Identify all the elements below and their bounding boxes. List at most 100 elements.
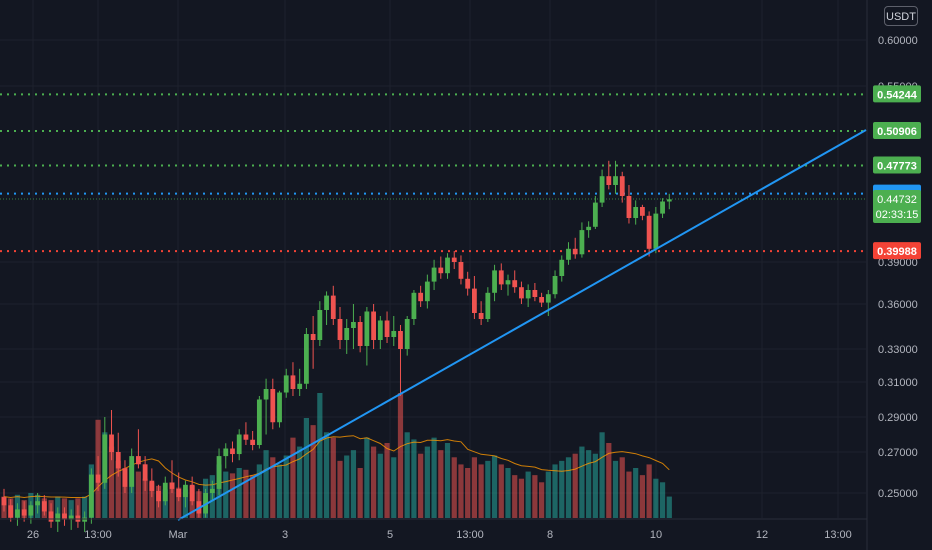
volume-bar (565, 457, 572, 518)
volume-bar (357, 468, 363, 518)
volume-bar (411, 439, 417, 518)
volume-bar (525, 471, 531, 518)
candle-body (290, 375, 296, 389)
candle-body (136, 456, 141, 465)
x-tick-label: 13:00 (456, 529, 484, 541)
candle-body (310, 334, 316, 340)
candle-body (633, 207, 639, 218)
candle-body (512, 280, 518, 288)
volume-bar (391, 457, 397, 518)
volume-bar (438, 450, 444, 518)
candle-body (445, 257, 450, 274)
x-tick-label: 8 (547, 529, 553, 541)
volume-bar (256, 464, 262, 518)
level-price-tag (873, 242, 921, 260)
candle-body (129, 456, 135, 487)
candle-body (640, 207, 645, 216)
candle-body (223, 448, 229, 457)
volume-bar (290, 437, 296, 518)
volume-bar (512, 475, 518, 518)
volume-bar (317, 393, 323, 518)
volume-bar (619, 457, 625, 518)
volume-bar (142, 478, 148, 518)
candle-body (532, 290, 538, 297)
candle-body (619, 176, 625, 196)
candle-body (539, 297, 544, 303)
candle-body (149, 480, 155, 491)
candle-body (324, 295, 329, 310)
volume-bar (263, 450, 269, 518)
volume-bar (371, 446, 377, 518)
y-tick-label: 0.60000 (878, 35, 918, 47)
candle-body (176, 488, 182, 498)
volume-bar (323, 432, 330, 518)
candle-body (653, 213, 659, 249)
x-tick-label: 5 (387, 529, 393, 541)
volume-bar (659, 482, 666, 518)
candle-body (391, 331, 397, 337)
candle-body (8, 505, 14, 518)
candle-body (162, 482, 168, 502)
x-tick-label: Mar (169, 529, 188, 541)
volume-bar (458, 464, 464, 518)
y-tick-label: 0.31000 (878, 377, 918, 389)
volume-bar (404, 432, 410, 518)
volume-bar (612, 460, 619, 518)
volume-bar (270, 457, 276, 518)
level-price-label: 0.54244 (877, 89, 918, 101)
trend-line (177, 129, 867, 521)
candle-body (660, 201, 665, 214)
countdown-label: 02:33:15 (876, 209, 919, 221)
candle-body (418, 292, 424, 302)
volume-bar (639, 475, 645, 518)
candle-body (519, 287, 524, 299)
candle-body (626, 196, 632, 218)
candle-body (485, 292, 491, 319)
candle-body (411, 292, 417, 319)
candle-body (62, 513, 67, 520)
volume-bar (108, 446, 115, 518)
candle-body (183, 484, 188, 498)
x-tick-label: 3 (282, 529, 288, 541)
volume-bar (465, 468, 471, 518)
candle-body (256, 399, 262, 445)
volume-bar (552, 464, 558, 518)
candle-body (142, 464, 148, 481)
candle-body (317, 310, 323, 340)
level-price-tag (873, 156, 921, 174)
x-tick-label: 26 (27, 529, 39, 541)
volume-bar (276, 464, 283, 518)
candle-body (404, 319, 410, 349)
volume-bar (653, 478, 659, 518)
volume-bar (579, 446, 585, 518)
volume-bar (633, 468, 639, 518)
candle-body (35, 501, 40, 506)
volume-bar (82, 496, 88, 518)
candle-body (216, 456, 222, 489)
volume-bar (451, 457, 457, 518)
candle-body (592, 202, 598, 227)
volume-bar (330, 437, 336, 518)
candle-body (424, 281, 430, 302)
x-tick-label: 13:00 (84, 529, 112, 541)
volume-bar (498, 464, 504, 518)
candle-body (122, 468, 128, 487)
candle-body (95, 474, 101, 483)
currency-label: USDT (884, 6, 918, 26)
candle-body (41, 501, 47, 512)
volume-ma-line (3, 435, 670, 499)
y-tick-label: 0.27000 (878, 447, 918, 459)
candle-body (28, 505, 34, 516)
volume-bar (303, 418, 309, 518)
volume-bar (599, 432, 605, 518)
candle-body (586, 226, 592, 231)
level-price-label: 0.50906 (877, 126, 917, 138)
candle-body (68, 515, 74, 520)
candle-body (250, 439, 256, 445)
volume-bar (68, 500, 74, 518)
candle-body (579, 230, 585, 255)
candle-body (82, 517, 88, 522)
volume-bar (310, 425, 316, 518)
